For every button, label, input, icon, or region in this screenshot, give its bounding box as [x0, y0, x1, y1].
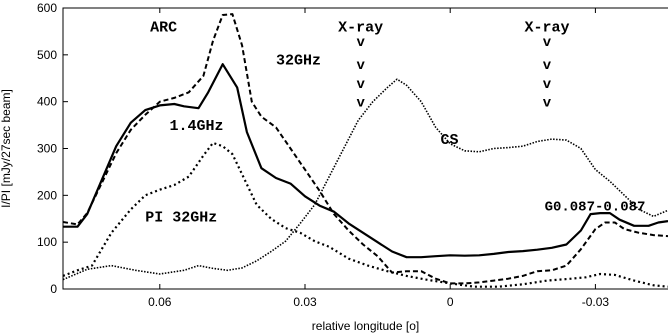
y-tick-label: 300 [37, 142, 57, 156]
annotation-label: PI 32GHz [145, 209, 217, 226]
series-line-1 [63, 14, 668, 283]
y-axis-title: I/PI [mJy/27sec beam] [0, 89, 13, 208]
y-tick-label: 600 [37, 1, 57, 15]
y-tick-label: 500 [37, 48, 57, 62]
y-tick-label: 200 [37, 188, 57, 202]
series-line-0 [63, 64, 668, 257]
xray-marker: v [356, 35, 365, 51]
annotation-label: ARC [150, 20, 177, 37]
xray-marker: v [543, 96, 552, 112]
plot-series [63, 14, 668, 287]
annotation-label: G0.087-0.087 [545, 200, 646, 216]
x-tick-label: 0.03 [293, 295, 317, 309]
annotation-label: 1.4GHz [169, 118, 223, 135]
x-tick-label: -0.03 [582, 295, 610, 309]
xray-marker: v [543, 35, 552, 51]
xray-marker: v [356, 77, 365, 93]
xray-marker: v [356, 96, 365, 112]
xray-marker: v [356, 58, 365, 74]
x-axis-title: relative longitude [o] [312, 319, 419, 333]
y-tick-label: 400 [37, 95, 57, 109]
xray-marker: v [543, 77, 552, 93]
plot-frame [63, 8, 668, 289]
series-line-3 [63, 79, 668, 279]
annotation-label: CS [441, 132, 459, 149]
y-tick-label: 0 [50, 282, 57, 296]
axis-ticks: 0 100 200 300 400 500 600 0.06 0.03 0 -0.03 [37, 1, 609, 309]
annotation-label: 32GHz [276, 53, 321, 70]
xray-marker: v [543, 58, 552, 74]
x-tick-label: 0.06 [148, 295, 172, 309]
y-tick-label: 100 [37, 235, 57, 249]
x-tick-label: 0 [447, 295, 454, 309]
